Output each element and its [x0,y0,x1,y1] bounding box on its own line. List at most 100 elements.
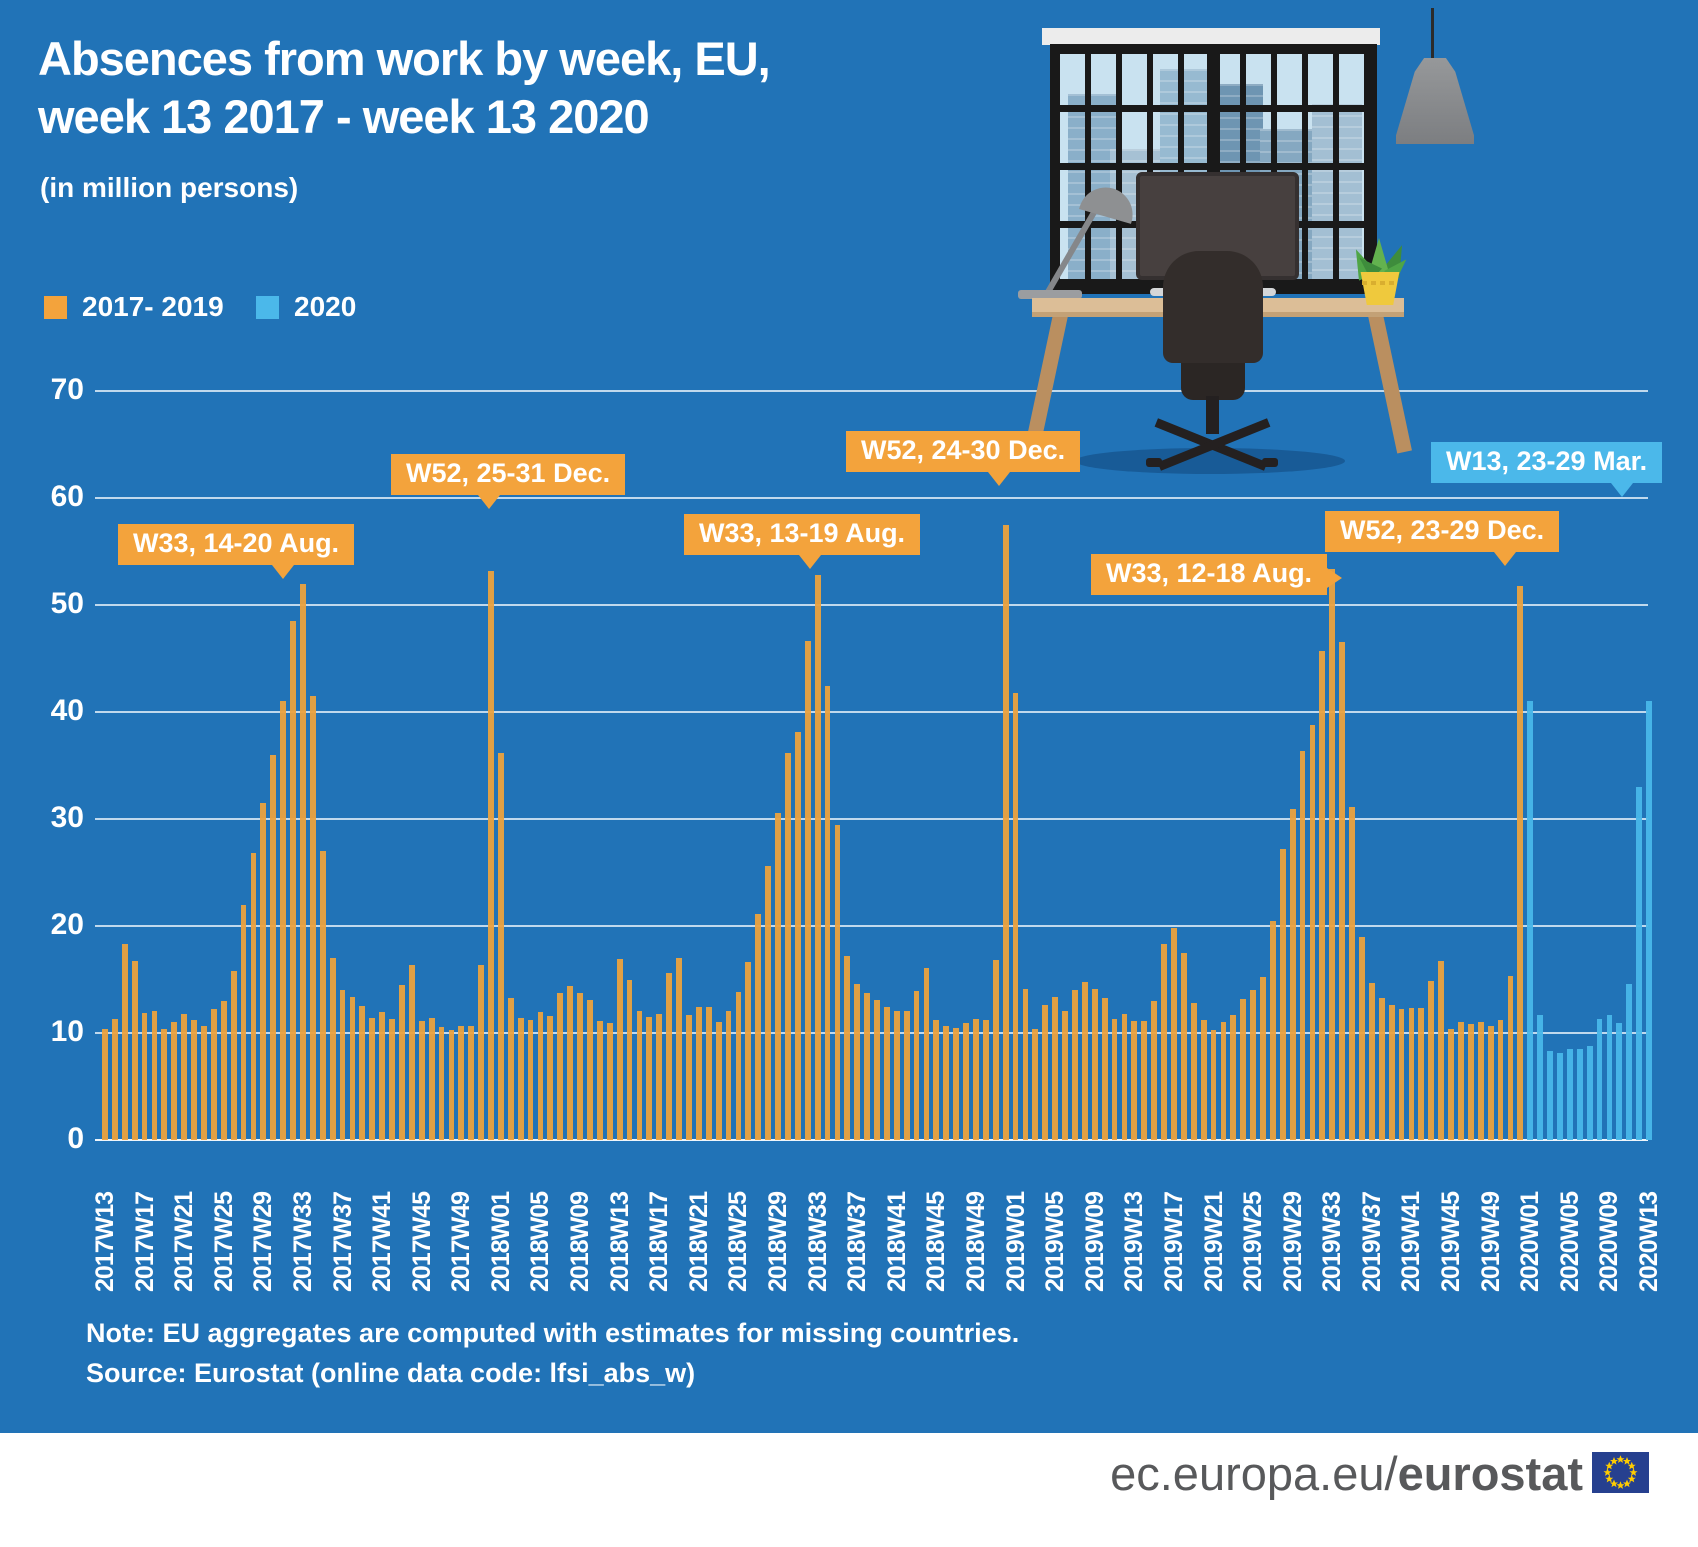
x-tick-2019W33: 2019W33 [1318,1191,1347,1292]
legend-swatch-2017-2019 [44,296,67,319]
callout-2017W52: W52, 25-31 Dec. [391,454,626,509]
bar-2018W51 [992,960,999,1140]
x-tick-2019W49: 2019W49 [1476,1191,1505,1292]
office-chair-seat [1181,358,1245,400]
bar-2020W01 [1527,701,1534,1140]
bar-2018W15 [636,1010,643,1140]
bar-2018W33 [814,575,821,1140]
bar-2019W51 [1507,976,1514,1140]
eu-star [1623,1457,1631,1465]
x-tick-2017W37: 2017W37 [328,1191,357,1292]
office-chair-foot [1146,458,1162,467]
y-tick-20: 20 [50,908,84,941]
bar-2018W12 [606,1023,613,1140]
title-line-1: Absences from work by week, EU, [38,32,771,85]
bar-2020W06 [1576,1049,1583,1140]
bar-2017W32 [290,621,296,1140]
x-tick-2018W09: 2018W09 [566,1191,595,1292]
callout-pointer [478,495,500,509]
x-tick-2017W49: 2017W49 [447,1191,476,1292]
bar-2017W21 [181,1013,188,1140]
bar-2019W24 [1240,998,1247,1140]
plant-pot-icon [1360,272,1400,305]
pendant-lamp-wire-icon [1431,8,1434,62]
bar-2017W49 [458,1025,465,1140]
x-tick-2019W21: 2019W21 [1199,1191,1228,1292]
bar-2018W27 [755,914,762,1140]
bar-2019W01 [1012,692,1019,1140]
bar-2018W24 [725,1010,732,1140]
eu-star [1616,1455,1625,1463]
bar-2020W02 [1537,1014,1544,1140]
x-tick-2017W29: 2017W29 [249,1191,278,1292]
x-tick-2019W13: 2019W13 [1120,1191,1149,1292]
url-eurostat: eurostat [1397,1447,1583,1500]
bar-2018W20 [686,1014,692,1140]
x-tick-2018W01: 2018W01 [486,1191,515,1292]
bar-2018W32 [804,641,811,1140]
pendant-lamp-icon [1396,58,1474,144]
office-chair-back-icon [1163,251,1263,363]
bar-2019W19 [1190,1003,1197,1140]
bar-2018W41 [893,1010,900,1140]
x-tick-2019W45: 2019W45 [1437,1191,1466,1292]
bar-2018W16 [646,1016,653,1140]
bar-2019W06 [1062,1010,1068,1140]
bar-2017W18 [151,1010,158,1140]
bar-2017W29 [260,802,267,1140]
bar-2018W49 [973,1019,979,1140]
bar-2019W22 [1220,1022,1227,1140]
bar-2017W25 [220,1000,227,1140]
bar-2019W28 [1279,848,1286,1140]
bar-2019W16 [1161,944,1167,1140]
bar-2020W04 [1557,1053,1563,1140]
eu-star [1629,1468,1638,1476]
x-tick-2018W37: 2018W37 [843,1191,872,1292]
bar-2018W11 [596,1021,603,1140]
bar-2019W43 [1428,980,1435,1140]
bar-2018W39 [874,999,880,1140]
url-prefix: ec.europa.eu/ [1110,1447,1398,1500]
bar-2018W19 [676,958,682,1140]
bar-2019W07 [1072,990,1078,1140]
bar-2017W42 [389,1019,395,1140]
bar-2018W10 [587,999,593,1140]
bar-2020W13 [1646,701,1652,1140]
bar-2018W42 [903,1010,910,1140]
bar-2018W37 [854,983,861,1140]
floor-shadow [1075,448,1345,474]
bar-2018W44 [923,967,930,1140]
x-tick-2018W25: 2018W25 [724,1191,753,1292]
gridline-70 [95,390,1648,392]
bar-2018W46 [943,1025,950,1140]
y-tick-10: 10 [50,1015,84,1048]
bar-2020W11 [1626,983,1633,1140]
eu-star [1627,1461,1636,1470]
bar-2018W30 [785,752,791,1140]
y-tick-60: 60 [50,480,84,513]
bar-2019W17 [1171,928,1177,1140]
chart-source: Source: Eurostat (online data code: lfsi… [86,1358,696,1388]
eu-star [1616,1481,1625,1489]
bar-2017W48 [448,1029,455,1140]
bar-2017W41 [379,1011,386,1140]
bar-2018W09 [577,993,583,1140]
bar-2017W22 [191,1020,197,1140]
bar-2019W47 [1467,1024,1474,1140]
bar-2017W20 [171,1022,178,1140]
office-chair-foot [1262,458,1278,467]
x-tick-2018W05: 2018W05 [526,1191,555,1292]
bar-2017W37 [339,990,346,1140]
bar-2019W18 [1180,952,1187,1140]
footer-band: ec.europa.eu/eurostat [0,1433,1698,1547]
eu-star [1623,1479,1631,1488]
bar-2017W44 [408,964,415,1140]
callout-pointer [799,555,821,569]
desk-lamp-base-icon [1018,290,1082,299]
bar-2017W27 [240,904,247,1140]
bar-2017W36 [329,958,336,1140]
bar-2017W26 [230,970,237,1140]
x-tick-2018W13: 2018W13 [605,1191,634,1292]
office-chair-post [1206,396,1219,434]
eu-star [1610,1457,1618,1465]
